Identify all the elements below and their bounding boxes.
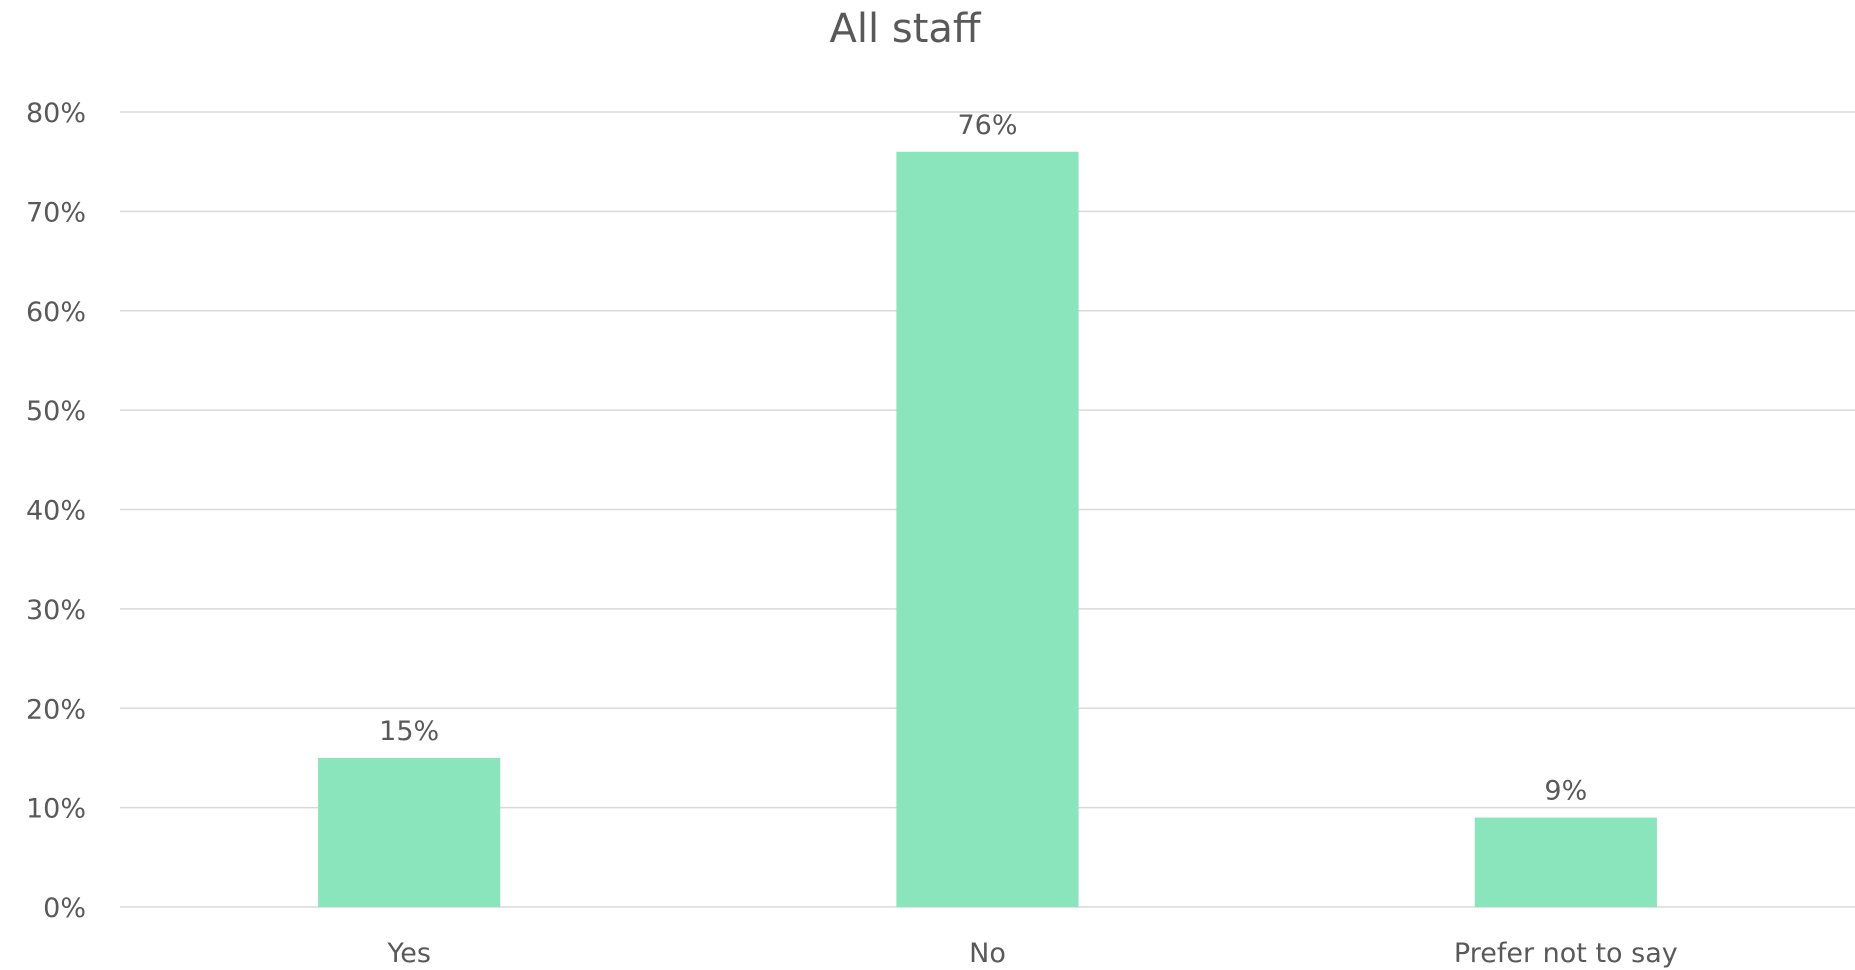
bar-no <box>896 151 1079 907</box>
data-label: 76% <box>957 110 1017 141</box>
x-category-label: No <box>969 938 1006 969</box>
y-axis-tick-labels: 0% 10% 20% 30% 40% 50% 60% 70% 80% <box>26 98 86 924</box>
data-label: 9% <box>1544 776 1587 807</box>
y-tick-label: 80% <box>26 98 86 129</box>
y-tick-label: 70% <box>26 197 86 228</box>
data-labels: 15% 76% 9% <box>379 110 1587 807</box>
x-category-label: Prefer not to say <box>1454 938 1678 969</box>
y-tick-label: 50% <box>26 396 86 427</box>
y-tick-label: 20% <box>26 694 86 725</box>
x-category-label: Yes <box>386 938 431 969</box>
y-tick-label: 40% <box>26 496 86 527</box>
y-tick-label: 10% <box>26 794 86 825</box>
y-tick-label: 0% <box>43 893 86 924</box>
y-tick-label: 60% <box>26 297 86 328</box>
bar-prefer-not-to-say <box>1474 817 1657 907</box>
data-label: 15% <box>379 716 439 747</box>
chart-title: All staff <box>830 6 982 52</box>
y-tick-label: 30% <box>26 595 86 626</box>
bars <box>318 151 1657 907</box>
bar-yes <box>318 757 501 907</box>
x-axis-category-labels: Yes No Prefer not to say <box>386 938 1677 969</box>
